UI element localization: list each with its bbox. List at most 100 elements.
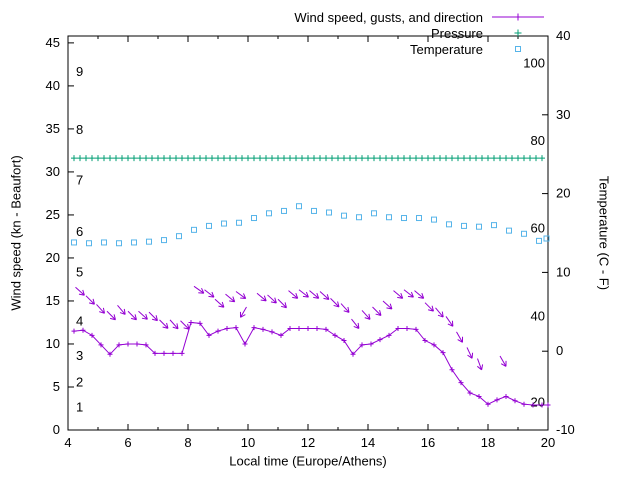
- y-right-tick-label: 10: [556, 264, 570, 279]
- beaufort-scale-label: 5: [76, 265, 83, 280]
- wind-direction-arrow-icon: [351, 318, 360, 329]
- fahrenheit-scale-label: 60: [531, 220, 545, 235]
- temperature-series: [71, 203, 550, 247]
- wind-speed-series: [71, 319, 551, 408]
- beaufort-scale-label: 4: [76, 314, 83, 329]
- fahrenheit-scale-label: 40: [531, 309, 545, 324]
- wind-direction-arrow-icon: [330, 298, 340, 308]
- wind-direction-arrow-icon: [361, 310, 371, 320]
- fahrenheit-scale-label: 20: [531, 394, 545, 409]
- fahrenheit-scale-label: 80: [531, 133, 545, 148]
- wind-direction-arrow-icon: [106, 310, 116, 321]
- y-right-tick-label: -10: [556, 422, 575, 437]
- wind-direction-arrow-icon: [340, 303, 350, 313]
- legend-label-pressure: Pressure: [430, 25, 483, 41]
- wind-direction-arrow-icon: [435, 307, 444, 318]
- tick-labels: 4 6 8 10 12 14 16 18 20051015202530354045-100102…: [46, 28, 575, 450]
- x-tick-label: 14: [361, 435, 375, 450]
- wind-direction-arrow-icon: [372, 306, 382, 316]
- y-left-tick-label: 0: [53, 422, 60, 437]
- wind-direction-arrow-icon: [138, 310, 148, 320]
- x-tick-label: 4: [64, 435, 71, 450]
- x-tick-label: 8: [184, 435, 191, 450]
- legend-item-pressure: Pressure: [294, 25, 546, 41]
- legend-item-wind: Wind speed, gusts, and direction: [294, 9, 546, 25]
- open-square-sample-icon: [515, 46, 521, 52]
- x-tick-label: 18: [481, 435, 495, 450]
- y-left-tick-label: 10: [46, 336, 60, 351]
- beaufort-scale-label: 3: [76, 348, 83, 363]
- wind-direction-arrow-icon: [169, 319, 179, 330]
- wind-direction-arrow-icon: [403, 289, 414, 298]
- y-left-tick-label: 30: [46, 164, 60, 179]
- x-tick-label: 20: [541, 435, 555, 450]
- x-axis-label: Local time (Europe/Athens): [229, 453, 387, 469]
- y-left-tick-label: 20: [46, 250, 60, 265]
- axis-ticks: [67, 35, 549, 431]
- legend-label-temperature: Temperature: [410, 41, 483, 57]
- x-tick-label: 10: [241, 435, 255, 450]
- wind-direction-arrow-icon: [267, 294, 277, 304]
- fahrenheit-scale-label: 100: [523, 56, 545, 71]
- wind-direction-arrow-icon: [319, 291, 330, 301]
- wind-direction-arrow-icon: [499, 355, 507, 367]
- wind-direction-arrow-icon: [225, 293, 236, 303]
- legend-item-temperature: Temperature: [294, 41, 546, 57]
- wind-direction-arrow-icon: [127, 310, 137, 321]
- beaufort-scale-label: 1: [76, 400, 83, 415]
- wind-direction-arrow-icon: [75, 286, 85, 296]
- y-right-tick-label: 40: [556, 28, 570, 43]
- beaufort-scale-label: 7: [76, 173, 83, 188]
- legend: Wind speed, gusts, and direction Pressur…: [294, 9, 546, 57]
- y-right-axis-label: Temperature (C - F): [596, 175, 612, 291]
- y-left-tick-label: 5: [53, 379, 60, 394]
- wind-direction-arrow-icon: [148, 311, 158, 322]
- gust-direction-arrows: [75, 285, 507, 371]
- wind-direction-arrow-icon: [204, 289, 215, 298]
- y-left-tick-label: 45: [46, 35, 60, 50]
- wind-direction-arrow-icon: [214, 298, 225, 308]
- wind-direction-arrow-icon: [445, 316, 454, 327]
- y-right-tick-label: 20: [556, 186, 570, 201]
- wind-direction-arrow-icon: [117, 304, 126, 315]
- beaufort-scale-label: 8: [76, 122, 83, 137]
- wind-direction-arrow-icon: [159, 319, 169, 329]
- wind-direction-arrow-icon: [85, 295, 95, 305]
- wind-direction-arrow-icon: [277, 298, 287, 309]
- wind-direction-arrow-icon: [382, 300, 393, 310]
- wind-direction-arrow-icon: [193, 285, 205, 294]
- legend-label-wind: Wind speed, gusts, and direction: [294, 9, 483, 25]
- wind-direction-arrow-icon: [456, 331, 464, 343]
- x-tick-label: 12: [301, 435, 315, 450]
- y-right-tick-label: 30: [556, 107, 570, 122]
- wind-direction-arrow-icon: [424, 302, 434, 312]
- wind-direction-arrow-icon: [180, 320, 190, 330]
- plus-marker-sample-icon: [514, 29, 522, 37]
- wind-direction-arrow-icon: [466, 347, 474, 359]
- x-tick-label: 6: [124, 435, 131, 450]
- x-tick-label: 16: [421, 435, 435, 450]
- wind-direction-arrow-icon: [256, 292, 267, 302]
- y-left-tick-label: 35: [46, 121, 60, 136]
- y-right-tick-label: 0: [556, 343, 563, 358]
- pressure-series: [71, 155, 545, 162]
- wind-direction-arrow-icon: [309, 290, 320, 299]
- wind-direction-arrow-icon: [414, 290, 425, 299]
- wind-direction-arrow-icon: [96, 304, 106, 314]
- wind-direction-arrow-icon: [235, 291, 247, 300]
- wind-direction-arrow-icon: [239, 306, 247, 318]
- beaufort-scale-label: 9: [76, 64, 83, 79]
- beaufort-scale-label: 6: [76, 224, 83, 239]
- line-plus-sample-icon: [492, 13, 544, 21]
- y-left-tick-label: 40: [46, 78, 60, 93]
- plot-border: [67, 35, 549, 431]
- wind-direction-arrow-icon: [393, 290, 404, 299]
- wind-direction-arrow-icon: [298, 289, 309, 298]
- y-left-axis-label: Wind speed (kn - Beaufort): [8, 155, 24, 311]
- beaufort-scale-label: 2: [76, 375, 83, 390]
- y-left-tick-label: 25: [46, 207, 60, 222]
- wind-direction-arrow-icon: [477, 358, 484, 371]
- y-left-tick-label: 15: [46, 293, 60, 308]
